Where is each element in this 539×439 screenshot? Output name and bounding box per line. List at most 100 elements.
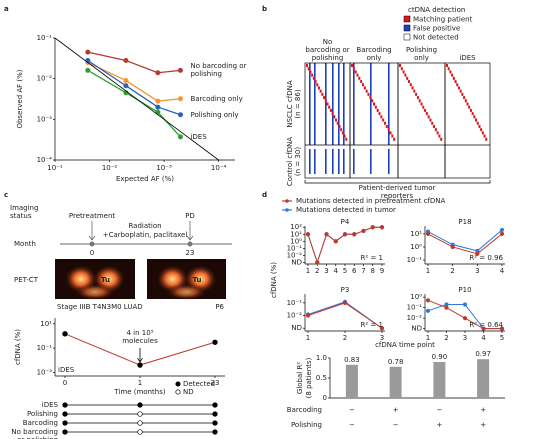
panel-label: c xyxy=(4,191,8,199)
petct-label: PET-CT xyxy=(14,276,39,284)
y-tick-label: 10⁻¹ xyxy=(37,34,53,42)
heatmap-cell xyxy=(473,115,476,119)
detection-marker xyxy=(62,420,68,426)
data-point xyxy=(177,96,183,102)
y-tick-label: 0 xyxy=(323,394,327,402)
bar xyxy=(389,366,402,398)
heatmap-cell xyxy=(424,108,427,112)
data-point xyxy=(475,251,480,256)
series-label-box: iDES xyxy=(190,133,206,141)
heatmap-cell xyxy=(475,118,478,122)
heatmap-cell xyxy=(402,70,405,74)
x-tick-label: 1 xyxy=(426,267,430,275)
heatmap-cell xyxy=(388,63,390,145)
data-point xyxy=(425,308,431,313)
column-header-box: No barcoding or polishing xyxy=(305,38,349,62)
data-point xyxy=(462,302,468,307)
data-point xyxy=(123,57,129,63)
heatmap-cell xyxy=(338,63,340,145)
heatmap-cell xyxy=(449,70,452,74)
heatmap-cell xyxy=(431,121,434,125)
heatmap-cell xyxy=(370,149,372,174)
heatmap-cell xyxy=(480,128,483,132)
heatmap-cell xyxy=(416,96,419,100)
y-tick-label: ND xyxy=(411,325,422,333)
heatmap-cell xyxy=(340,128,343,132)
x-tick-label: 1 xyxy=(138,379,142,387)
pd-label: PD xyxy=(185,212,195,220)
data-point xyxy=(85,67,91,73)
series-label: No barcoding or polishing xyxy=(190,62,247,79)
heatmap-cell xyxy=(314,80,317,84)
heatmap-cell xyxy=(399,64,401,67)
heatmap-cell xyxy=(323,96,326,100)
row-label: Control cfDNA xyxy=(286,137,294,186)
heatmap-cell xyxy=(446,64,448,67)
series-line xyxy=(87,61,181,102)
data-point xyxy=(370,225,375,230)
heatmap-frame xyxy=(444,62,491,179)
chart-title: P10 xyxy=(458,286,471,294)
heatmap-cell xyxy=(316,83,319,87)
data-point xyxy=(155,104,161,110)
x-tick-label: 10⁻⁴ xyxy=(211,164,227,172)
x-tick-label: 10⁻³ xyxy=(156,164,172,172)
heatmap-cell xyxy=(312,76,315,80)
tumor-label: Tu xyxy=(193,276,202,284)
heatmap-cell xyxy=(433,124,436,128)
y-tick-label: ND xyxy=(291,324,302,332)
heatmap-cell xyxy=(380,115,383,119)
heatmap-cell xyxy=(393,137,396,141)
y-tick-label: 10² xyxy=(290,223,302,231)
y-tick-label: 10⁻⁴ xyxy=(37,156,53,164)
tumor-label: Tu xyxy=(101,276,110,284)
heatmap-cell xyxy=(311,73,314,77)
y-tick-label: 10⁻¹ xyxy=(37,344,53,352)
series-label: Barcoding only xyxy=(190,94,243,103)
data-point xyxy=(333,239,338,244)
heatmap-cell xyxy=(457,86,460,90)
table-row-label: No barcoding or polishing xyxy=(11,428,58,439)
data-point xyxy=(62,331,68,337)
heatmap-cell xyxy=(317,86,320,90)
heatmap-cell xyxy=(343,134,346,138)
heatmap-cell xyxy=(328,105,331,109)
bar xyxy=(433,362,446,398)
heatmap-cell xyxy=(373,102,375,106)
heatmap-cell xyxy=(338,149,340,174)
heatmap-cell xyxy=(353,149,355,174)
heatmap-cell xyxy=(409,83,412,87)
heatmap-cell xyxy=(324,99,327,103)
detection-marker xyxy=(212,420,218,426)
heatmap-cell xyxy=(420,102,423,106)
heatmap-cell xyxy=(413,89,416,93)
x-tick-label: 4 xyxy=(334,267,339,275)
heatmap-cell xyxy=(463,96,466,100)
y-tick-label: 10⁻² xyxy=(287,251,303,259)
imaging-label: Imaging status xyxy=(10,204,39,220)
series-label-box: No barcoding or polishing xyxy=(190,62,247,79)
heatmap-cell xyxy=(387,128,390,132)
legend-label: Matching patient xyxy=(413,16,473,24)
x-axis-title: cfDNA time point xyxy=(375,341,435,349)
data-point xyxy=(342,232,348,237)
row-label: NSCLC cfDNA xyxy=(286,80,294,128)
bar xyxy=(477,359,490,398)
month-value: 0 xyxy=(90,249,94,257)
detection-marker xyxy=(137,411,143,417)
heatmap-cell xyxy=(367,92,370,96)
data-point xyxy=(450,244,455,250)
data-point xyxy=(352,232,357,237)
data-point xyxy=(123,83,129,89)
data-point xyxy=(177,112,183,118)
x-axis-title: Time (months) xyxy=(113,388,165,396)
heatmap-cell xyxy=(376,108,379,112)
annotation-box: 4 in 10⁵ molecules xyxy=(122,329,158,345)
data-point xyxy=(444,305,449,310)
chart-title: P18 xyxy=(458,218,471,226)
data-point xyxy=(425,298,431,303)
data-point xyxy=(155,109,161,115)
annotation: R² = 1 xyxy=(361,254,383,262)
series-line xyxy=(427,233,503,255)
heatmap-cell xyxy=(341,131,344,135)
